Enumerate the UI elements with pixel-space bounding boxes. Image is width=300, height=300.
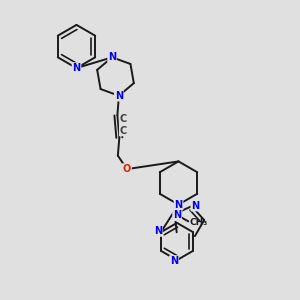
Text: O: O (123, 164, 131, 174)
Text: N: N (72, 63, 81, 73)
Text: N: N (174, 200, 183, 210)
Text: CH₃: CH₃ (189, 218, 207, 227)
Text: N: N (108, 52, 116, 62)
Text: N: N (191, 201, 200, 211)
Text: N: N (154, 226, 162, 236)
Text: N: N (115, 91, 123, 101)
Text: C: C (120, 125, 127, 136)
Text: C: C (120, 114, 127, 124)
Text: N: N (170, 256, 178, 266)
Text: N: N (173, 210, 181, 220)
